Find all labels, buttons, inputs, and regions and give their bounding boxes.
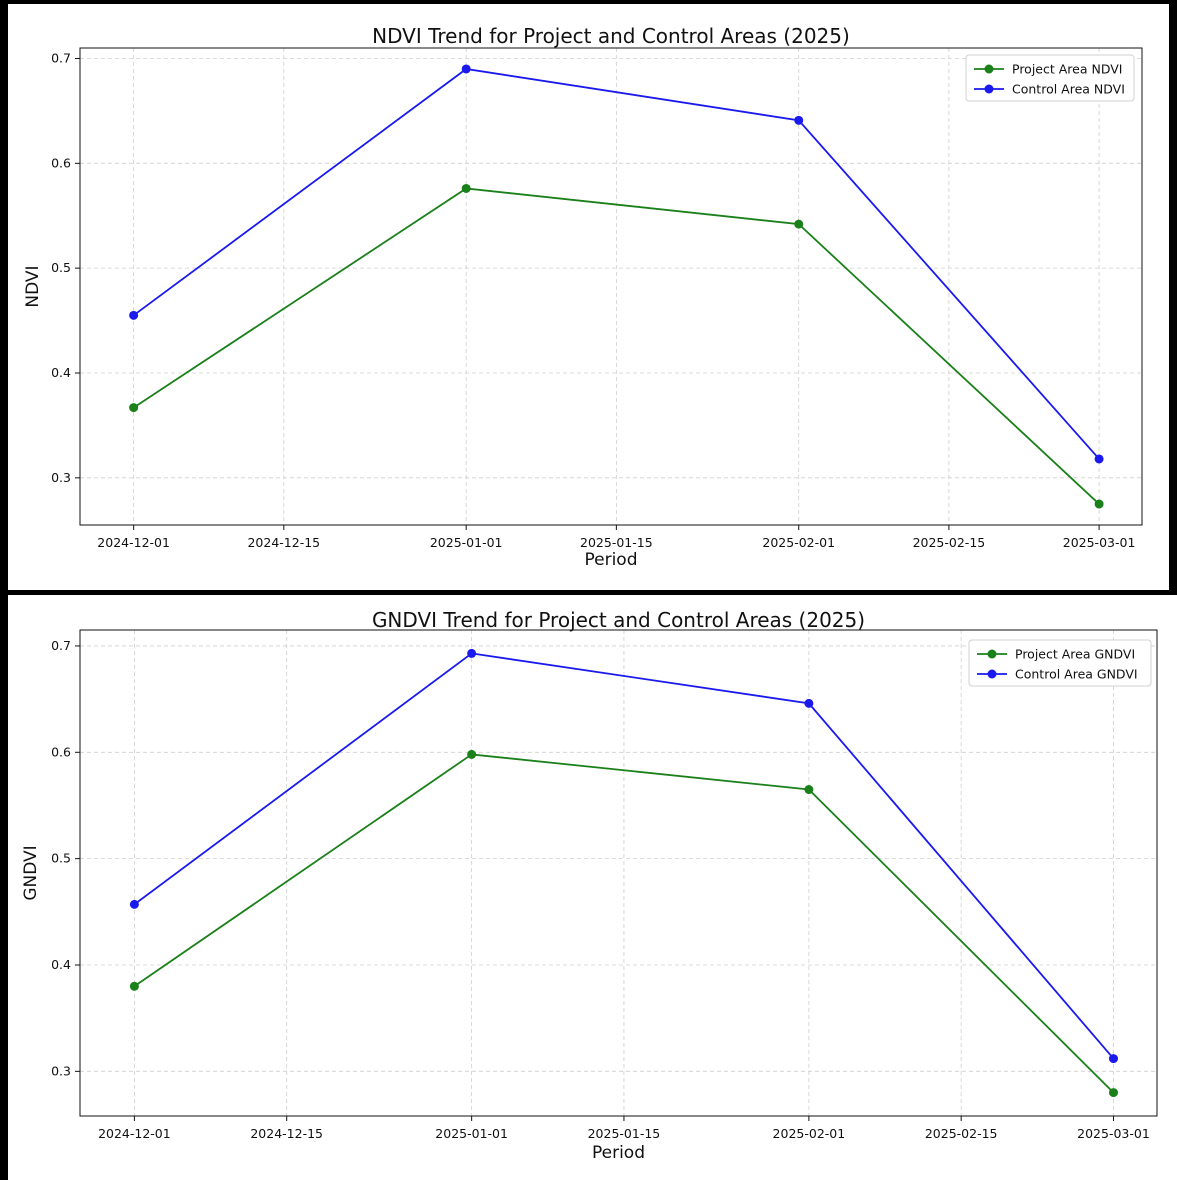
x-tick-label: 2024-12-15 (250, 1126, 323, 1141)
chart-title: NDVI Trend for Project and Control Areas… (372, 24, 850, 48)
x-tick-label: 2025-01-15 (580, 535, 653, 550)
data-point (804, 785, 814, 795)
data-point (129, 981, 139, 991)
data-point (467, 749, 477, 759)
x-tick-label: 2025-03-01 (1077, 1126, 1150, 1141)
y-tick-label: 0.5 (51, 260, 71, 275)
data-point (129, 899, 139, 909)
data-point (1094, 499, 1104, 509)
data-point (1108, 1054, 1118, 1064)
data-point (1094, 454, 1104, 464)
x-tick-label: 2025-02-01 (762, 535, 835, 550)
frame-right-border (1169, 0, 1177, 594)
data-point (467, 648, 477, 658)
y-tick-label: 0.6 (51, 744, 71, 759)
x-tick-label: 2025-03-01 (1063, 535, 1136, 550)
x-axis-label: Period (592, 1143, 645, 1163)
data-point (1108, 1088, 1118, 1098)
series-line-control (133, 652, 1115, 1060)
legend-marker (984, 64, 994, 74)
series-line-project (133, 187, 1100, 505)
data-point (129, 310, 139, 320)
ndvi-chart: 2024-12-01 2024-12-15 2025-01-01 2025-01-15… (23, 24, 1143, 570)
x-tick-label: 2024-12-01 (98, 1126, 171, 1141)
x-tick-label: 2024-12-15 (247, 535, 320, 550)
data-point (129, 403, 139, 413)
frame-divider (0, 590, 1177, 595)
data-point (794, 115, 804, 125)
x-tick-label: 2025-02-15 (913, 535, 986, 550)
legend-marker (984, 84, 994, 94)
data-point (461, 183, 471, 193)
series-line-project (133, 753, 1115, 1094)
y-tick-label: 0.5 (51, 851, 71, 866)
x-axis-label: Period (584, 550, 637, 570)
legend (965, 54, 1135, 102)
chart-title: GNDVI Trend for Project and Control Area… (372, 608, 865, 632)
plot-area (79, 629, 1158, 1117)
x-tick-label: 2025-01-01 (430, 535, 503, 550)
plot-area (79, 47, 1143, 526)
x-tick-label: 2025-01-15 (588, 1126, 661, 1141)
x-tick-label: 2025-02-15 (925, 1126, 998, 1141)
x-tick-label: 2025-02-01 (773, 1126, 846, 1141)
data-point (794, 219, 804, 229)
data-point (461, 64, 471, 74)
y-tick-label: 0.4 (51, 365, 71, 380)
legend (968, 639, 1152, 687)
gndvi-chart: 2024-12-01 2024-12-15 2025-01-01 2025-01-15… (21, 608, 1158, 1163)
y-tick-label: 0.7 (51, 50, 71, 65)
legend-entry: Project Area NDVI (1012, 62, 1122, 77)
frame-top-border (0, 0, 1177, 4)
y-axis-label: NDVI (23, 265, 43, 307)
x-tick-label: 2025-01-01 (435, 1126, 508, 1141)
legend-marker (987, 649, 997, 659)
legend-entry: Control Area GNDVI (1015, 667, 1138, 682)
data-point (804, 698, 814, 708)
y-tick-label: 0.3 (51, 470, 71, 485)
legend-entry: Control Area NDVI (1012, 82, 1125, 97)
y-tick-label: 0.4 (51, 957, 71, 972)
legend-entry: Project Area GNDVI (1015, 647, 1135, 662)
y-axis-label: GNDVI (21, 845, 41, 900)
y-tick-label: 0.3 (51, 1063, 71, 1078)
x-tick-label: 2024-12-01 (97, 535, 170, 550)
series-line-control (133, 68, 1100, 460)
y-tick-label: 0.6 (51, 155, 71, 170)
y-tick-label: 0.7 (51, 638, 71, 653)
legend-marker (987, 669, 997, 679)
